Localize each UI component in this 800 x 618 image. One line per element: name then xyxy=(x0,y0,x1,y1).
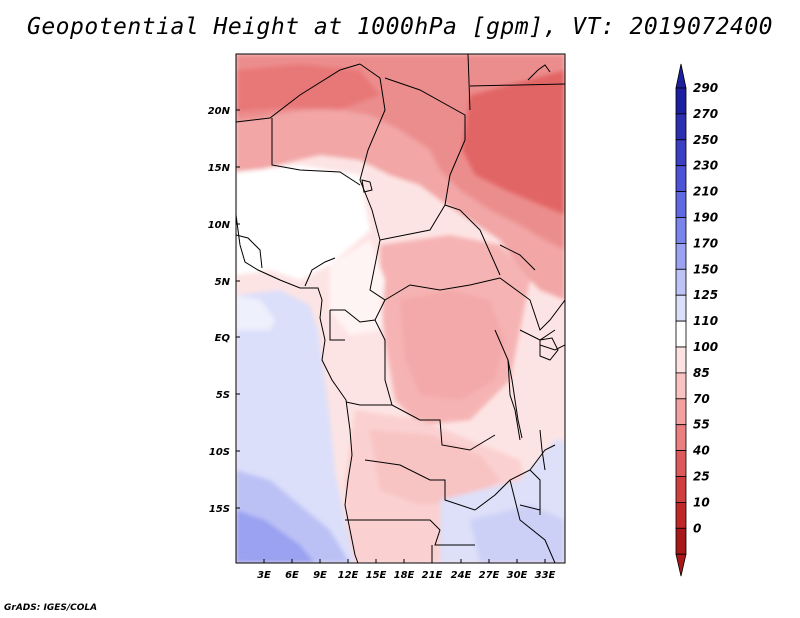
lat-tick-label: 10N xyxy=(208,220,231,231)
colorbar-top-arrow xyxy=(675,63,687,89)
lake-tanganyika xyxy=(507,359,523,439)
colorbar-swatch xyxy=(675,424,687,452)
colorbar-swatch xyxy=(675,476,687,503)
colorbar-swatch xyxy=(675,372,687,400)
colorbar-swatch xyxy=(675,398,687,426)
latitude-axis: 20N 15N 10N 5N EQ 5S 10S 15S xyxy=(208,106,240,515)
colorbar-swatch xyxy=(675,501,687,529)
chart-title: Geopotential Height at 1000hPa [gpm], VT… xyxy=(26,14,774,40)
lake-malawi xyxy=(539,429,546,471)
colorbar-label: 10 xyxy=(693,495,710,509)
colorbar-swatch xyxy=(675,527,687,555)
colorbar-label: 85 xyxy=(693,366,710,380)
colorbar-label: 55 xyxy=(693,418,710,432)
coastline-west xyxy=(236,214,359,563)
lon-tick-label: 15E xyxy=(366,570,387,581)
colorbar-swatch xyxy=(675,87,687,115)
lon-tick-label: 3E xyxy=(257,570,271,581)
colorbar-label: 290 xyxy=(693,81,718,95)
lat-tick-label: 20N xyxy=(208,106,231,117)
colorbar-bottom-arrow xyxy=(675,553,687,577)
colorbar-label: 0 xyxy=(693,521,701,535)
lat-tick-label: 5N xyxy=(215,277,231,288)
longitude-axis: 3E 6E 9E 12E 15E 18E 21E 24E 27E 30E 33E xyxy=(257,559,556,581)
lat-tick-label: 10S xyxy=(209,447,230,458)
lat-tick-label: 5S xyxy=(216,390,230,401)
lon-tick-label: 27E xyxy=(479,570,500,581)
colorbar-label: 25 xyxy=(693,470,710,484)
colorbar-label: 40 xyxy=(692,444,710,458)
colorbar: 2902702502302101901701501251101008570554… xyxy=(675,63,718,577)
lat-tick-label: 15S xyxy=(209,504,230,515)
lat-tick-label: 15N xyxy=(208,163,231,174)
colorbar-label: 110 xyxy=(693,314,718,328)
colorbar-swatch xyxy=(675,346,687,374)
colorbar-swatch xyxy=(675,165,687,192)
colorbar-label: 170 xyxy=(693,236,718,250)
colorbar-swatch xyxy=(675,191,687,218)
shaded-field xyxy=(236,54,565,563)
lon-tick-label: 12E xyxy=(338,570,359,581)
colorbar-swatch xyxy=(675,450,687,477)
lon-tick-label: 18E xyxy=(394,570,415,581)
colorbar-label: 210 xyxy=(693,185,718,199)
colorbar-label: 100 xyxy=(693,340,718,354)
lon-tick-label: 9E xyxy=(313,570,327,581)
colorbar-label: 190 xyxy=(693,211,718,225)
map-frame xyxy=(235,53,566,564)
lat-tick-label: EQ xyxy=(215,333,231,344)
lon-tick-label: 6E xyxy=(285,570,299,581)
grads-credit: GrADS: IGES/COLA xyxy=(4,603,98,613)
colorbar-label: 270 xyxy=(693,107,718,121)
lake-victoria xyxy=(539,337,559,361)
colorbar-swatch xyxy=(675,294,687,322)
colorbar-label: 150 xyxy=(693,262,718,276)
colorbar-swatch xyxy=(675,217,687,244)
lon-tick-label: 24E xyxy=(451,570,472,581)
lon-tick-label: 33E xyxy=(535,570,556,581)
colorbar-swatch xyxy=(675,139,687,167)
lon-tick-label: 30E xyxy=(507,570,528,581)
lake-chad xyxy=(361,179,373,193)
colorbar-label: 250 xyxy=(693,133,718,147)
colorbar-swatch xyxy=(675,268,687,296)
lon-tick-label: 21E xyxy=(422,570,443,581)
colorbar-label: 125 xyxy=(693,288,718,302)
colorbar-swatch xyxy=(675,242,687,270)
colorbar-label: 70 xyxy=(693,392,710,406)
colorbar-swatch xyxy=(675,320,687,348)
colorbar-label: 230 xyxy=(693,159,718,173)
colorbar-swatch xyxy=(675,113,687,141)
map-boundaries xyxy=(236,54,565,563)
